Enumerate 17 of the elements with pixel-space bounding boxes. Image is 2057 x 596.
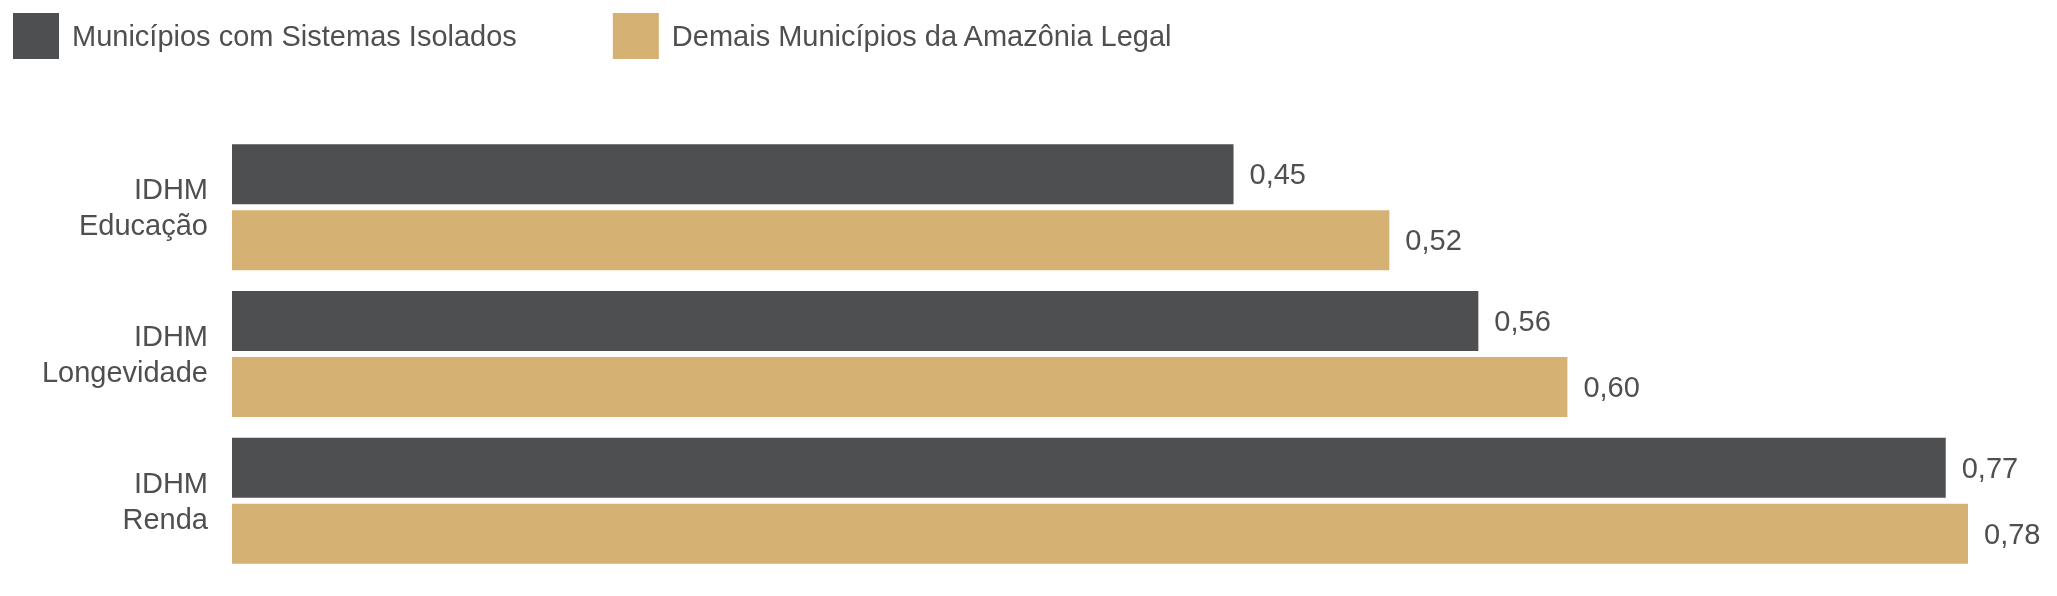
data-label: 0,77 (1961, 451, 2019, 484)
data-label: 0,56 (1494, 305, 1551, 337)
data-label: 0,78 (1984, 517, 2041, 550)
y-tick-label: IDHM Educação (79, 173, 208, 242)
bar (232, 437, 1946, 498)
legend-label: Municípios com Sistemas Isolados (72, 20, 517, 52)
bar (232, 144, 1234, 205)
bar (232, 503, 1968, 564)
bar (232, 210, 1390, 271)
data-label: 0,60 (1583, 371, 1640, 403)
data-label: 0,52 (1405, 224, 1462, 257)
y-tick-label: IDHM Longevidade (41, 320, 208, 388)
legend-label: Demais Municípios da Amazônia Legal (671, 20, 1172, 52)
bar (232, 291, 1479, 351)
data-label: 0,45 (1249, 158, 1306, 191)
y-tick-label: IDHM Renda (122, 466, 209, 535)
bar (232, 357, 1568, 417)
